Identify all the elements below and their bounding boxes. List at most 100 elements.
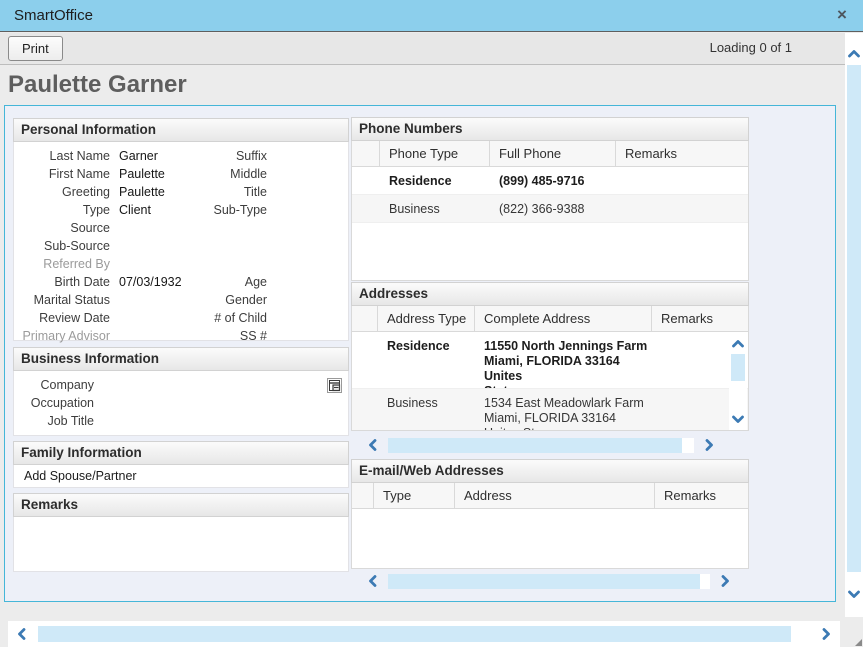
column-header[interactable]: Address Type [378, 306, 475, 331]
form-row: Source [14, 219, 348, 237]
field-label: Last Name [49, 149, 110, 163]
page-header: Paulette Garner [0, 65, 845, 105]
scrollbar-track[interactable] [388, 437, 694, 453]
phone-numbers-table: Phone Type Full Phone Remarks Residence … [351, 141, 749, 281]
scroll-left-icon[interactable] [365, 437, 381, 453]
form-row: Review Date # of Child [14, 309, 348, 327]
scrollbar-thumb[interactable] [388, 437, 682, 453]
field-label: Source [70, 221, 110, 235]
column-header[interactable]: Full Phone [490, 141, 616, 166]
form-row: Occupation [14, 394, 348, 412]
scroll-right-icon[interactable] [818, 626, 834, 642]
field-label: Age [244, 275, 267, 289]
field-label: Greeting [62, 185, 110, 199]
personal-information-box: Last Name Garner Suffix First Name Paule… [13, 142, 349, 343]
left-column: Personal Information Last Name Garner Su… [13, 118, 349, 572]
field-label: Suffix [235, 149, 267, 163]
addresses-horizontal-scrollbar[interactable] [365, 437, 717, 453]
email-web-addresses-header: E-mail/Web Addresses [351, 459, 749, 483]
form-row: Birth Date 07/03/1932 Age [14, 273, 348, 291]
email-web-table: Type Address Remarks [351, 483, 749, 569]
business-information-header: Business Information [13, 347, 349, 371]
field-label: Title [243, 185, 267, 199]
right-column: Phone Numbers Phone Type Full Phone Rema… [351, 117, 749, 589]
column-header[interactable]: Address [455, 483, 655, 508]
column-header[interactable]: Remarks [664, 488, 717, 503]
table-row[interactable]: Residence 11550 North Jennings Farm Miam… [352, 332, 748, 389]
main-vertical-scrollbar[interactable] [845, 33, 863, 617]
scroll-right-icon[interactable] [717, 573, 733, 589]
table-row[interactable]: Business (822) 366-9388 [352, 195, 748, 223]
add-spouse-partner-link[interactable]: Add Spouse/Partner [24, 469, 137, 483]
table-row[interactable]: Business 1534 East Meadowlark Farm Miami… [352, 389, 748, 430]
email-horizontal-scrollbar[interactable] [365, 573, 733, 589]
address-type-cell: Residence [387, 339, 450, 353]
addresses-header: Addresses [351, 282, 749, 306]
field-label: # of Child [214, 311, 267, 325]
table-header-row: Phone Type Full Phone Remarks [352, 141, 748, 167]
field-label: First Name [48, 167, 110, 181]
selector-column-header [352, 141, 380, 166]
table-row[interactable]: Residence (899) 485-9716 [352, 167, 748, 195]
row-selector [352, 332, 378, 388]
table-header-row: Address Type Complete Address Remarks [352, 306, 748, 332]
scroll-down-icon[interactable] [846, 586, 862, 602]
resize-grip[interactable] [855, 639, 862, 646]
form-row: Greeting Paulette Title [14, 183, 348, 201]
field-label: Referred By [43, 257, 110, 271]
scroll-up-icon[interactable] [730, 336, 746, 352]
field-label: Job Title [47, 414, 94, 428]
row-selector [352, 389, 378, 430]
field-label: Middle [230, 167, 267, 181]
scrollbar-thumb[interactable] [38, 626, 791, 642]
main-horizontal-scrollbar[interactable] [8, 621, 840, 647]
scrollbar-thumb[interactable] [847, 65, 861, 572]
row-selector [352, 167, 380, 194]
scrollbar-thumb[interactable] [731, 354, 745, 381]
scrollbar-track[interactable] [388, 573, 710, 589]
form-row: First Name Paulette Middle [14, 165, 348, 183]
row-selector [352, 195, 380, 222]
remarks-box[interactable] [13, 517, 349, 572]
form-row: Type Client Sub-Type [14, 201, 348, 219]
scroll-left-icon[interactable] [365, 573, 381, 589]
field-label: Primary Advisor [22, 329, 110, 343]
form-row: Sub-Source [14, 237, 348, 255]
remarks-cell [616, 195, 748, 222]
column-header[interactable]: Remarks [661, 311, 714, 326]
full-phone-cell: (822) 366-9388 [499, 202, 585, 216]
family-information-box: Add Spouse/Partner [13, 465, 349, 488]
column-header[interactable]: Type [374, 483, 455, 508]
addresses-vertical-scrollbar[interactable] [729, 333, 747, 430]
scroll-right-icon[interactable] [701, 437, 717, 453]
field-value: Paulette [119, 185, 165, 199]
app-title: SmartOffice [14, 7, 93, 24]
complete-address-cell: 1534 East Meadowlark Farm Miami, FLORIDA… [484, 396, 644, 430]
field-label: Review Date [39, 311, 110, 325]
form-row: Referred By [14, 255, 348, 273]
column-header[interactable]: Phone Type [380, 141, 490, 166]
field-label: Birth Date [54, 275, 110, 289]
company-lookup-icon[interactable] [326, 377, 343, 399]
column-header[interactable]: Complete Address [475, 306, 652, 331]
print-button[interactable]: Print [8, 36, 63, 61]
close-icon[interactable]: × [837, 5, 847, 24]
scrollbar-track[interactable] [38, 626, 810, 642]
loading-status: Loading 0 of 1 [709, 40, 792, 55]
column-header[interactable]: Remarks [625, 146, 678, 161]
remarks-cell [616, 167, 748, 194]
remarks-header: Remarks [13, 493, 349, 517]
scroll-down-icon[interactable] [730, 411, 746, 427]
scrollbar-thumb[interactable] [388, 573, 701, 589]
toolbar: Print Loading 0 of 1 [0, 33, 845, 65]
field-label: Company [40, 378, 95, 392]
form-row: Company [14, 376, 348, 394]
form-row: Job Title [14, 412, 348, 430]
form-row: Primary Advisor SS # [14, 327, 348, 345]
field-value: 07/03/1932 [119, 275, 182, 289]
scroll-left-icon[interactable] [14, 626, 30, 642]
window-titlebar: SmartOffice × [0, 0, 863, 32]
field-label: SS # [239, 329, 267, 343]
scroll-up-icon[interactable] [846, 46, 862, 62]
field-label: Marital Status [33, 293, 110, 307]
